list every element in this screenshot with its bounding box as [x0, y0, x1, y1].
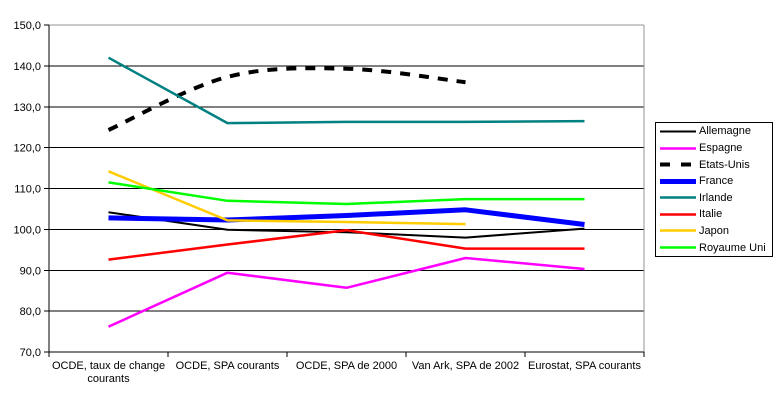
legend-item-irlande: Irlande: [656, 190, 772, 207]
x-axis-label: Eurostat, SPA courants: [528, 360, 641, 372]
x-axis-label: OCDE, SPA courants: [175, 360, 280, 372]
legend-label-france: France: [699, 175, 734, 188]
legend-swatch-espagne: [660, 146, 696, 150]
legend-label-royaume-uni: Royaume Uni: [699, 241, 766, 254]
x-axis-label: Van Ark, SPA de 2002: [411, 360, 520, 372]
legend-item-etats-unis: Etats-Unis: [656, 156, 772, 173]
y-axis-label: 130,0: [13, 102, 41, 114]
legend-label-italie: Italie: [699, 208, 723, 221]
legend-swatch-japon: [660, 229, 696, 233]
legend-label-allemagne: Allemagne: [699, 125, 751, 138]
series-line-italie: [108, 228, 585, 261]
y-axis-label: 140,0: [13, 61, 41, 73]
legend-swatch-france: [660, 178, 696, 184]
x-axis-label: OCDE, taux de change courants: [51, 360, 166, 385]
series-line-japon: [108, 170, 466, 226]
legend-swatch-allemagne: [660, 130, 696, 133]
y-axis-label: 150,0: [13, 20, 41, 32]
y-axis-label: 80,0: [20, 306, 41, 318]
legend-swatch-irlande: [660, 196, 696, 200]
legend-swatch-royaume-uni: [660, 246, 696, 249]
series-line-espagne: [107, 256, 585, 328]
series-line-france: [108, 207, 585, 227]
legend-item-france: France: [656, 173, 772, 190]
y-axis-label: 120,0: [13, 143, 41, 155]
legend-label-japon: Japon: [699, 224, 729, 237]
y-axis-label: 70,0: [20, 347, 41, 359]
legend-label-irlande: Irlande: [699, 191, 733, 204]
legend: Allemagne Espagne Etats-Unis France Irlande I…: [655, 122, 773, 257]
series-line-royaume-uni: [108, 181, 585, 206]
series-line-allemagne: [108, 211, 585, 239]
series-line-irlande: [107, 56, 585, 125]
legend-item-allemagne: Allemagne: [656, 123, 772, 140]
legend-label-espagne: Espagne: [699, 142, 743, 155]
y-axis-label: 110,0: [14, 184, 41, 196]
legend-swatch-italie: [660, 213, 696, 216]
x-axis-label: OCDE, SPA de 2000: [295, 360, 398, 372]
legend-item-espagne: Espagne: [656, 140, 772, 157]
legend-item-japon: Japon: [656, 223, 772, 240]
legend-item-royaume-uni: Royaume Uni: [656, 239, 772, 256]
legend-label-etats-unis: Etats-Unis: [699, 158, 750, 171]
y-axis-label: 100,0: [13, 224, 41, 236]
legend-item-italie: Italie: [656, 206, 772, 223]
legend-swatch-etats-unis: [660, 162, 696, 167]
y-axis-label: 90,0: [20, 265, 41, 277]
